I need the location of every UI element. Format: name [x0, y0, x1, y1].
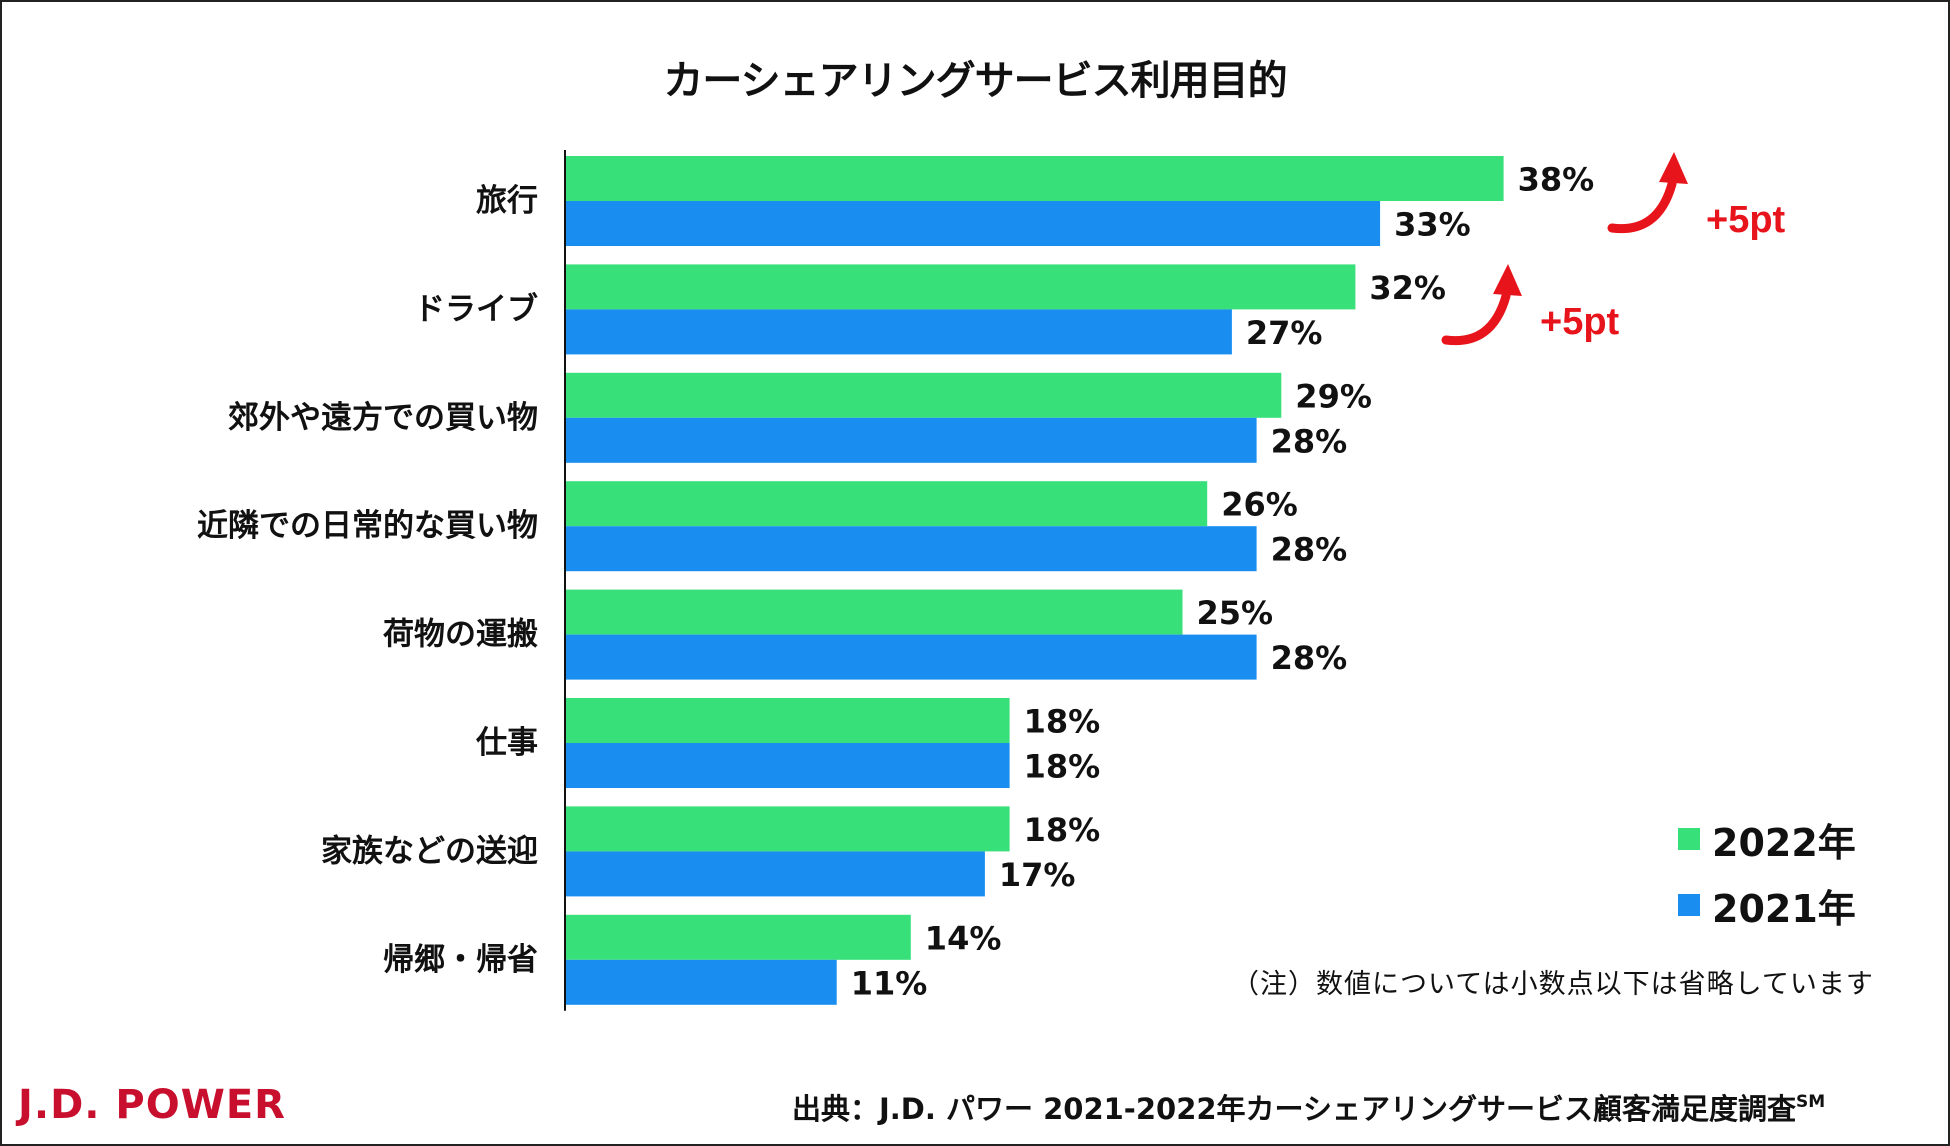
legend: 2022年 2021年 [1678, 806, 1856, 938]
category-label-1: ドライブ [414, 291, 538, 327]
bar-2021-6 [565, 851, 985, 897]
annotation-label-0: +5pt [1706, 199, 1786, 241]
bar-2022-0 [565, 156, 1504, 201]
category-label-2: 郊外や遠方での買い物 [228, 400, 538, 436]
bar-2022-2 [565, 372, 1282, 418]
value-label-2022-1: 32% [1369, 269, 1446, 307]
category-label-0: 旅行 [476, 183, 538, 219]
source-text: 出典：J.D. パワー 2021-2022年カーシェアリングサービス顧客満足度調… [792, 1092, 1796, 1126]
value-label-2022-6: 18% [1024, 811, 1101, 849]
bar-2021-1 [565, 309, 1232, 355]
value-label-2022-2: 29% [1295, 377, 1372, 415]
annotation-arrowhead-0 [1659, 152, 1688, 184]
value-label-2021-1: 27% [1246, 314, 1323, 352]
category-label-5: 仕事 [476, 725, 538, 761]
value-label-2021-3: 28% [1271, 531, 1348, 569]
category-label-6: 家族などの送迎 [321, 833, 538, 869]
bar-2022-3 [565, 481, 1208, 527]
value-label-2022-0: 38% [1518, 161, 1595, 199]
bar-2022-7 [565, 914, 911, 960]
annotation-arrowhead-1 [1493, 264, 1522, 296]
bar-2022-1 [565, 264, 1356, 310]
jd-power-logo: J.D. POWER [18, 1082, 286, 1128]
bar-2021-5 [565, 743, 1010, 788]
footnote: （注）数値については小数点以下は省略しています [1232, 969, 1874, 1000]
annotation-arrow-0 [1607, 179, 1677, 234]
source-citation: 出典：J.D. パワー 2021-2022年カーシェアリングサービス顧客満足度調… [792, 1086, 1825, 1128]
bar-2022-4 [565, 589, 1183, 635]
value-label-2021-5: 18% [1024, 748, 1101, 786]
annotation-arrow-1 [1441, 291, 1511, 346]
chart-title: カーシェアリングサービス利用目的 [663, 58, 1287, 104]
bar-2021-2 [565, 417, 1257, 463]
value-label-2021-2: 28% [1271, 422, 1348, 460]
legend-item-2022: 2022年 [1678, 806, 1856, 872]
bar-2021-7 [565, 959, 837, 1005]
legend-swatch-2021 [1678, 894, 1700, 916]
value-label-2022-7: 14% [925, 919, 1002, 957]
value-label-2021-4: 28% [1271, 639, 1348, 677]
value-label-2022-3: 26% [1221, 486, 1298, 524]
bar-2022-5 [565, 698, 1010, 743]
value-label-2021-7: 11% [851, 964, 928, 1002]
bar-2021-0 [565, 201, 1381, 246]
category-label-4: 荷物の運搬 [383, 617, 538, 653]
value-label-2021-0: 33% [1394, 206, 1471, 244]
legend-swatch-2022 [1678, 828, 1700, 850]
legend-label-2021: 2021年 [1712, 886, 1856, 931]
value-label-2022-5: 18% [1024, 703, 1101, 741]
category-label-3: 近隣での日常的な買い物 [197, 508, 538, 544]
bar-2022-6 [565, 806, 1010, 852]
bar-2021-4 [565, 634, 1257, 680]
bar-2021-3 [565, 526, 1257, 572]
source-sup: SM [1795, 1092, 1826, 1112]
legend-label-2022: 2022年 [1712, 820, 1856, 865]
annotation-label-1: +5pt [1540, 301, 1620, 343]
legend-item-2021: 2021年 [1678, 872, 1856, 938]
category-label-7: 帰郷・帰省 [383, 942, 538, 978]
value-label-2021-6: 17% [999, 856, 1076, 894]
value-label-2022-4: 25% [1197, 594, 1274, 632]
